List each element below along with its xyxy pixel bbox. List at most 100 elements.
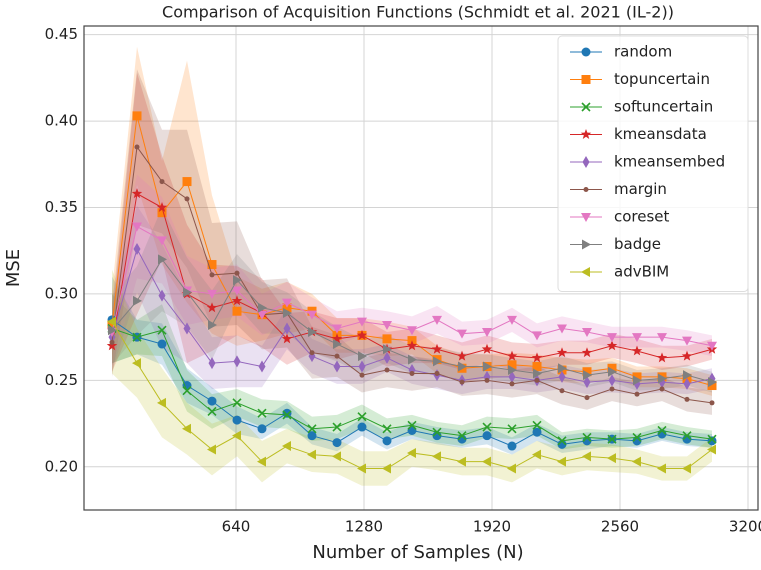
marker	[608, 374, 616, 387]
marker	[457, 329, 467, 339]
marker	[357, 317, 367, 327]
marker	[607, 363, 617, 373]
marker	[456, 350, 468, 361]
marker	[233, 275, 242, 286]
marker	[432, 427, 442, 437]
marker	[557, 324, 567, 334]
marker	[282, 441, 291, 452]
marker	[532, 449, 541, 460]
marker	[333, 360, 341, 373]
y-tick-label: 0.25	[45, 371, 78, 389]
marker	[657, 425, 667, 436]
marker	[682, 336, 692, 346]
marker	[658, 373, 667, 384]
marker	[133, 242, 141, 255]
legend-marker	[582, 156, 590, 168]
marker	[482, 431, 492, 441]
marker	[282, 298, 292, 308]
marker	[382, 321, 392, 331]
x-tick-label: 1920	[473, 518, 511, 536]
marker	[632, 372, 642, 382]
marker	[683, 370, 692, 381]
marker	[507, 315, 517, 325]
error-band	[112, 72, 712, 372]
marker	[159, 179, 165, 185]
marker	[257, 408, 267, 418]
marker	[707, 434, 717, 444]
x-tick-label: 1280	[345, 518, 383, 536]
legend-label: kmeansembed	[614, 153, 725, 171]
marker	[332, 324, 342, 334]
marker	[333, 339, 342, 350]
marker	[308, 326, 317, 337]
marker	[157, 208, 167, 218]
marker	[208, 357, 216, 370]
marker	[182, 177, 192, 187]
y-tick-label: 0.35	[45, 198, 78, 216]
marker	[408, 354, 417, 365]
marker	[633, 375, 642, 386]
marker	[582, 367, 592, 377]
marker	[331, 333, 343, 344]
marker	[157, 236, 167, 246]
marker	[206, 302, 218, 313]
y-tick-label: 0.20	[45, 457, 78, 475]
marker	[533, 368, 542, 379]
marker	[507, 424, 517, 434]
marker	[207, 260, 217, 270]
marker	[432, 451, 441, 462]
marker	[556, 347, 568, 358]
marker	[581, 347, 593, 358]
marker	[457, 456, 466, 467]
marker	[531, 352, 543, 363]
error-band	[112, 269, 712, 486]
marker	[657, 333, 667, 343]
marker	[107, 316, 116, 327]
marker	[382, 436, 392, 446]
marker	[383, 344, 392, 355]
marker	[234, 270, 240, 276]
marker	[307, 310, 317, 320]
marker	[282, 410, 292, 420]
marker	[208, 320, 217, 331]
marker	[183, 287, 192, 298]
marker	[281, 333, 293, 344]
marker	[309, 350, 315, 356]
marker	[407, 326, 417, 336]
marker	[109, 339, 115, 345]
marker	[357, 422, 367, 432]
legend-marker	[581, 47, 591, 57]
legend-label: random	[614, 43, 672, 61]
marker	[532, 427, 542, 437]
legend-marker	[580, 129, 592, 139]
legend-marker	[581, 267, 590, 277]
chart-title: Comparison of Acquisition Functions (Sch…	[162, 3, 674, 22]
error-band	[112, 207, 712, 393]
marker	[431, 343, 443, 354]
marker	[158, 289, 166, 302]
legend-box	[557, 35, 749, 292]
marker	[508, 364, 517, 375]
marker	[207, 289, 217, 299]
marker	[307, 424, 317, 434]
marker	[707, 341, 717, 351]
marker	[583, 370, 592, 381]
marker	[558, 363, 567, 374]
legend-label: coreset	[614, 208, 670, 226]
marker	[232, 430, 241, 441]
marker	[134, 144, 140, 150]
marker	[607, 453, 616, 464]
marker	[407, 447, 416, 458]
marker	[532, 331, 542, 341]
marker	[509, 381, 515, 387]
marker	[532, 362, 542, 372]
marker	[207, 396, 217, 406]
marker	[709, 400, 715, 406]
marker	[158, 254, 167, 265]
marker	[584, 395, 590, 401]
legend-marker	[581, 102, 591, 112]
marker	[357, 463, 366, 474]
plot-frame	[83, 25, 759, 511]
legend-label: topuncertain	[614, 70, 710, 88]
marker	[634, 391, 640, 397]
